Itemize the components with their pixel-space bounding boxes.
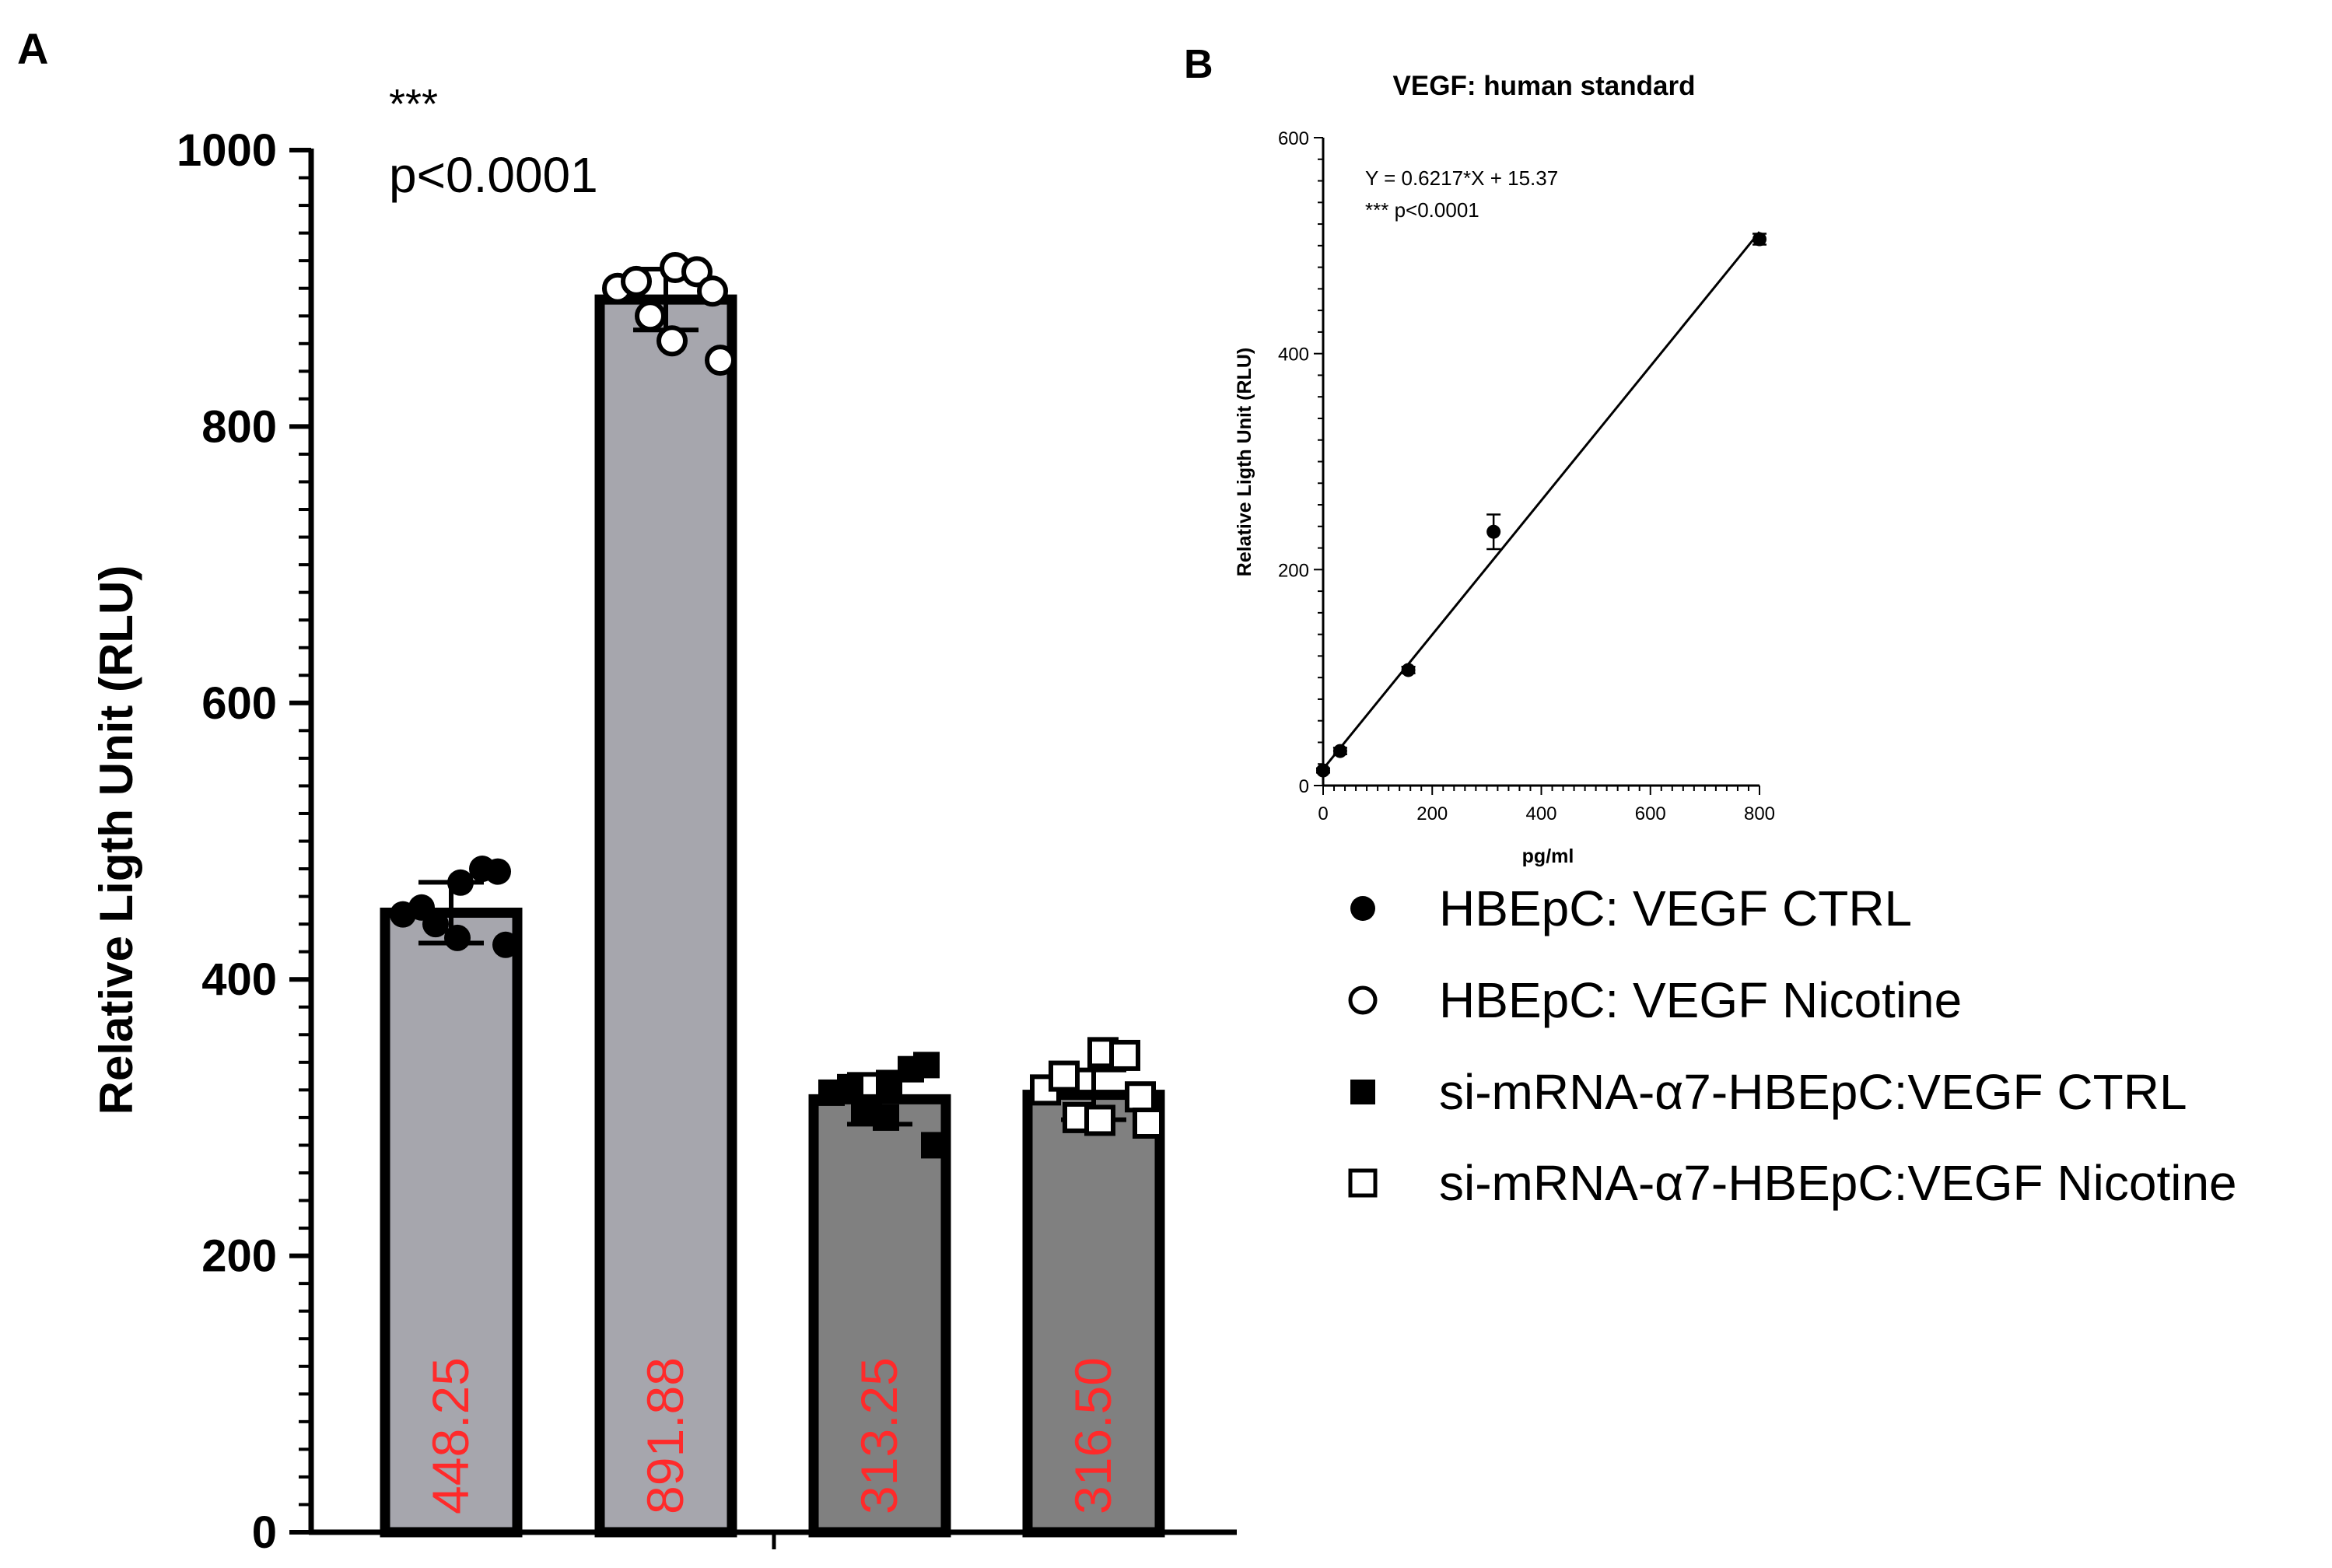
legend-marker-filled-square <box>1350 1080 1375 1104</box>
y-tick-label: 0 <box>252 1507 277 1558</box>
data-point <box>1049 1060 1080 1092</box>
panel-a-label: A <box>17 24 48 73</box>
panel-b-title: VEGF: human standard <box>1393 71 1696 101</box>
data-point <box>697 275 728 307</box>
data-point <box>485 858 511 885</box>
data-point <box>422 911 449 938</box>
legend-label: HBEpC: VEGF Nicotine <box>1439 972 1962 1028</box>
regression-line <box>1322 231 1761 770</box>
y-tick-label: 1000 <box>177 125 277 176</box>
bar <box>594 294 737 1538</box>
data-point <box>837 1073 863 1101</box>
data-point <box>657 325 688 357</box>
data-point <box>1125 1081 1156 1113</box>
panel-a-chart: 0 200 400 600 800 1000 Relative Ligth Unit (RL… <box>90 81 1237 1558</box>
b-x-tick-label: 0 <box>1318 803 1328 824</box>
data-point <box>1109 1039 1140 1071</box>
legend: HBEpC: VEGF CTRL HBEpC: VEGF Nicotine si-m… <box>1348 880 2237 1211</box>
y-tick-label: 800 <box>201 401 277 452</box>
data-point <box>873 1104 899 1131</box>
b-data-point <box>1316 763 1330 778</box>
b-data-point <box>1332 744 1347 758</box>
legend-label: si-mRNA-α7-HBEpC:VEGF Nicotine <box>1439 1155 2237 1211</box>
b-y-tick-label: 0 <box>1299 776 1309 797</box>
panel-b-chart: VEGF: human standard 0 200 400 600 0 200 400 600… <box>1234 71 1775 867</box>
y-axis-label: Relative Ligth Unit (RLU) <box>90 565 142 1115</box>
bar <box>380 907 523 1538</box>
b-y-tick-label: 400 <box>1278 345 1309 366</box>
data-point <box>1133 1108 1164 1139</box>
b-data-point <box>1486 524 1501 539</box>
b-data-point <box>1401 663 1416 677</box>
data-point <box>635 300 666 332</box>
significance-stars: *** <box>389 81 438 128</box>
bar-value-label: 316.50 <box>1064 1357 1122 1514</box>
legend-label: si-mRNA-α7-HBEpC:VEGF CTRL <box>1439 1064 2187 1120</box>
b-data-point <box>1753 232 1767 247</box>
legend-marker-open-square <box>1348 1168 1378 1198</box>
b-x-tick-label: 200 <box>1416 803 1448 824</box>
b-x-axis-label: pg/ml <box>1522 845 1574 867</box>
bar <box>808 1094 951 1538</box>
legend-marker-filled-circle <box>1350 896 1375 921</box>
bar-value-label: 313.25 <box>850 1357 908 1514</box>
data-point <box>913 1052 940 1079</box>
regression-equation: Y = 0.6217*X + 15.37 <box>1365 166 1558 190</box>
data-point <box>681 256 713 288</box>
b-y-tick-label: 200 <box>1278 560 1309 581</box>
bar-value-label: 891.88 <box>636 1357 694 1514</box>
data-point <box>492 931 519 958</box>
panel-b-label: B <box>1184 42 1213 87</box>
y-tick-label: 400 <box>201 954 277 1005</box>
b-x-tick-label: 400 <box>1525 803 1556 824</box>
data-point <box>447 869 474 896</box>
data-point <box>444 924 471 951</box>
p-value-label: p<0.0001 <box>389 147 598 203</box>
y-tick-label: 200 <box>201 1231 277 1282</box>
legend-marker-open-circle <box>1348 985 1378 1015</box>
b-y-tick-label: 600 <box>1278 128 1309 149</box>
b-x-tick-label: 600 <box>1635 803 1666 824</box>
data-point <box>621 265 652 297</box>
data-point <box>1084 1104 1115 1136</box>
legend-label: HBEpC: VEGF CTRL <box>1439 880 1912 936</box>
b-x-tick-label: 800 <box>1744 803 1775 824</box>
bar-value-label: 448.25 <box>422 1357 479 1514</box>
b-p-value-label: *** p<0.0001 <box>1365 198 1479 222</box>
data-point <box>921 1132 947 1159</box>
b-y-axis-label: Relative Ligth Unit (RLU) <box>1234 348 1255 576</box>
data-point <box>705 345 736 376</box>
y-tick-label: 600 <box>201 678 277 729</box>
